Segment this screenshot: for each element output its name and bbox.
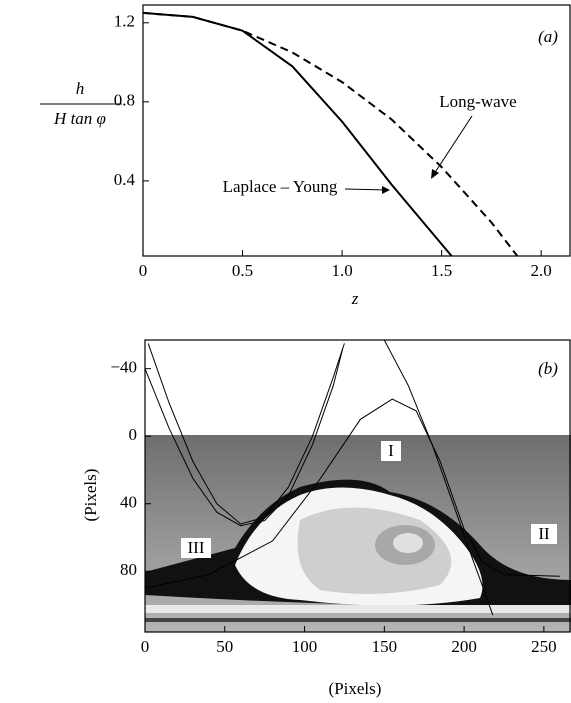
data-line [145, 398, 560, 589]
data-line [383, 340, 494, 616]
plot-frame [142, 4, 571, 257]
arrowhead [431, 169, 439, 179]
x-tick-label: 200 [451, 637, 477, 656]
y-tick-label: 0.8 [114, 91, 135, 110]
data-line [143, 11, 519, 256]
region-box [531, 524, 557, 544]
region-box [381, 441, 401, 461]
arrow [433, 115, 473, 175]
region-label: III [188, 538, 205, 557]
x-tick-label: 150 [372, 637, 398, 656]
x-tick-label: 1.5 [431, 261, 452, 280]
plot-lines [143, 11, 519, 256]
y-label-numerator: h [76, 79, 85, 98]
plot-lines [145, 340, 560, 616]
data-line [145, 348, 344, 527]
y-label: (Pixels) [81, 469, 100, 522]
x-tick-label: 0.5 [232, 261, 253, 280]
y-tick-label: −40 [110, 358, 137, 377]
y-tick-label: 40 [120, 493, 137, 512]
arrowhead [382, 186, 390, 194]
region-label: I [388, 441, 394, 460]
x-tick-label: 250 [531, 637, 557, 656]
y-tick-label: 80 [120, 560, 137, 579]
arrow [344, 188, 389, 191]
x-tick-label: 50 [216, 637, 233, 656]
x-tick-label: 2.0 [531, 261, 552, 280]
y-tick-label: 0 [129, 425, 138, 444]
x-label: (Pixels) [329, 679, 382, 698]
y-tick-label: 0.4 [114, 170, 136, 189]
x-tick-label: 100 [292, 637, 318, 656]
y-label-denominator: H tan φ [53, 109, 106, 128]
panel-label: (a) [538, 27, 558, 46]
data-line [143, 11, 453, 256]
annotation: Long-wave [439, 92, 516, 111]
region-label: II [538, 524, 550, 543]
data-line [147, 343, 345, 525]
x-tick-label: 1.0 [331, 261, 352, 280]
y-tick-label: 1.2 [114, 12, 135, 31]
panel-label: (b) [538, 359, 558, 378]
x-tick-label: 0 [141, 637, 150, 656]
annotation: Laplace – Young [223, 177, 338, 196]
x-tick-label: 0 [139, 261, 148, 280]
region-box [181, 538, 211, 558]
image-background [145, 435, 571, 632]
x-label: z [351, 289, 359, 308]
plot-frame [144, 339, 571, 633]
